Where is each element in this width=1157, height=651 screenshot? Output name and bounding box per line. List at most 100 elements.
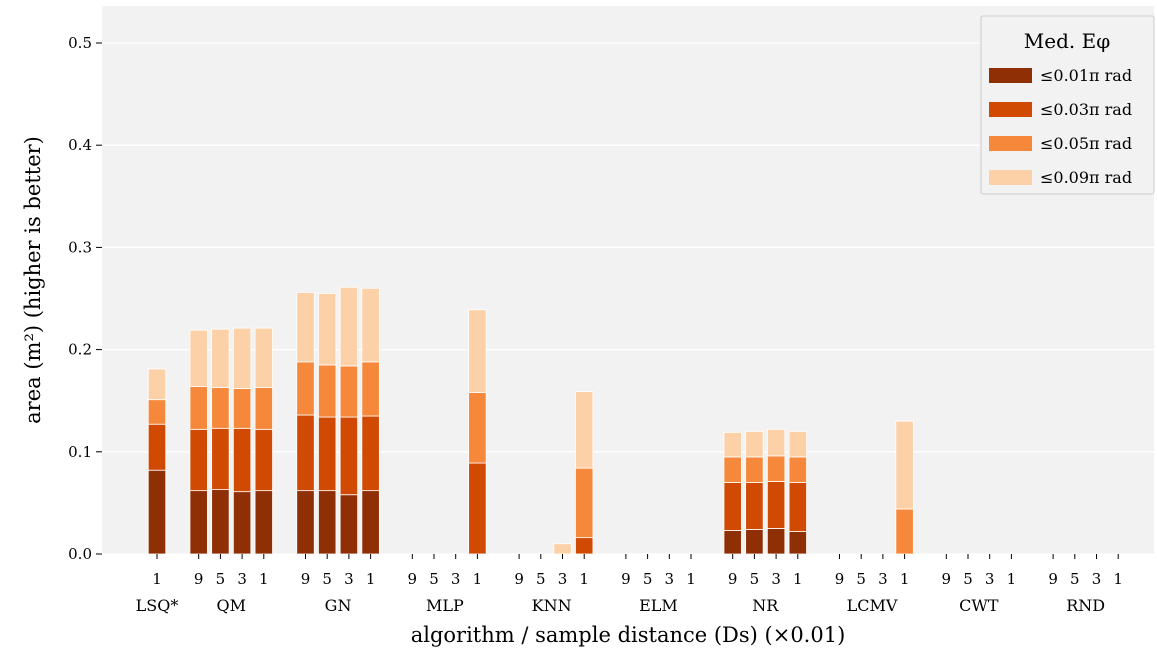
y-tick-label: 0.0: [68, 545, 92, 563]
x-tick-label: 1: [1113, 570, 1123, 588]
y-tick-label: 0.2: [68, 341, 92, 359]
bar-segment: [232, 491, 252, 555]
bar-segment: [766, 528, 786, 555]
bar-segment: [895, 508, 914, 555]
bar-segment: [895, 420, 914, 510]
grid-lines: [102, 42, 1154, 555]
bar-segment: [296, 361, 315, 416]
bar-segment: [361, 361, 380, 417]
bar-segment: [339, 494, 359, 555]
bar-segment: [318, 364, 337, 418]
x-tick-label: 3: [1092, 570, 1102, 588]
bar-segment: [361, 415, 380, 492]
group-label: KNN: [532, 596, 572, 615]
bar-segment: [189, 329, 208, 387]
x-tick-label: 3: [344, 570, 354, 588]
x-tick-label: 5: [643, 570, 653, 588]
x-tick-label: 9: [408, 570, 418, 588]
bar-segment: [339, 365, 359, 418]
x-tick-label: 3: [771, 570, 781, 588]
plot-area: [102, 6, 1154, 554]
bar-segment: [254, 428, 273, 492]
bar-segment: [147, 368, 167, 401]
x-tick-label: 5: [856, 570, 866, 588]
bar-segment: [723, 431, 742, 458]
bar-segment: [745, 482, 764, 530]
bar-segment: [211, 387, 230, 429]
bar-segment: [788, 482, 807, 532]
x-tick-label: 9: [835, 570, 845, 588]
x-tick-label: 3: [451, 570, 461, 588]
x-tick-label: 5: [536, 570, 546, 588]
x-tick-label: 5: [750, 570, 760, 588]
bar-segment: [189, 490, 208, 555]
x-tick-label: 5: [216, 570, 226, 588]
bar-segment: [788, 430, 807, 458]
x-tick-label: 1: [366, 570, 376, 588]
bar-segment: [468, 309, 487, 393]
bar-segment: [788, 456, 807, 483]
x-tick-label: 5: [963, 570, 973, 588]
bar-segment: [745, 529, 764, 555]
bar-segment: [745, 456, 764, 483]
y-tick-label: 0.1: [68, 443, 92, 461]
bar-segment: [723, 530, 742, 555]
bar-segment: [723, 482, 742, 531]
bar-segment: [468, 392, 487, 464]
x-tick-label: 1: [259, 570, 269, 588]
x-tick-label: 9: [942, 570, 952, 588]
x-tick-label: 5: [429, 570, 439, 588]
bar-segment: [553, 543, 572, 555]
group-label: MLP: [426, 596, 464, 615]
x-tick-label: 1: [1007, 570, 1017, 588]
x-tick-label: 1: [152, 570, 162, 588]
bars: [147, 286, 914, 555]
bar-segment: [254, 327, 273, 388]
bar-segment: [232, 427, 252, 493]
group-label: CWT: [959, 596, 999, 615]
group-label: GN: [325, 596, 352, 615]
bar-segment: [254, 387, 273, 430]
group-label: RND: [1066, 596, 1105, 615]
bar-segment: [339, 416, 359, 496]
bar-segment: [318, 416, 337, 492]
x-tick-label: 3: [558, 570, 568, 588]
group-label: NR: [752, 596, 779, 615]
x-tick-label: 9: [514, 570, 524, 588]
bar-segment: [296, 490, 315, 555]
legend-swatch: [989, 68, 1032, 83]
x-axis-label: algorithm / sample distance (Ds) (×0.01): [411, 623, 846, 647]
legend-entry: ≤0.01π rad: [1040, 66, 1132, 85]
bar-segment: [745, 430, 764, 458]
bar-segment: [766, 428, 786, 457]
bar-segment: [575, 467, 594, 539]
x-tick-label: 5: [322, 570, 332, 588]
bar-segment: [318, 292, 337, 366]
y-tick-label: 0.4: [68, 136, 92, 154]
legend-swatch: [989, 102, 1032, 117]
x-tick-label: 9: [194, 570, 204, 588]
legend-swatch: [989, 170, 1032, 185]
x-tick-label: 3: [985, 570, 995, 588]
group-label: LSQ*: [136, 596, 179, 615]
x-tick-label: 9: [1048, 570, 1058, 588]
bar-segment: [254, 490, 273, 555]
y-axis-label: area (m²) (higher is better): [21, 136, 45, 424]
x-tick-label: 9: [301, 570, 311, 588]
x-tick-label: 1: [473, 570, 483, 588]
bar-segment: [361, 287, 380, 363]
x-tick-label: 1: [579, 570, 589, 588]
bar-segment: [361, 490, 380, 555]
x-tick-label: 3: [237, 570, 247, 588]
bar-segment: [189, 385, 208, 430]
x-tick-label: 5: [1070, 570, 1080, 588]
bar-segment: [147, 423, 167, 471]
group-label: QM: [217, 596, 247, 615]
legend-entry: ≤0.09π rad: [1040, 168, 1132, 187]
x-tick-label: 1: [686, 570, 696, 588]
legend-entry: ≤0.03π rad: [1040, 100, 1132, 119]
bar-segment: [211, 328, 230, 388]
bar-segment: [147, 399, 167, 425]
x-tick-label: 3: [665, 570, 675, 588]
